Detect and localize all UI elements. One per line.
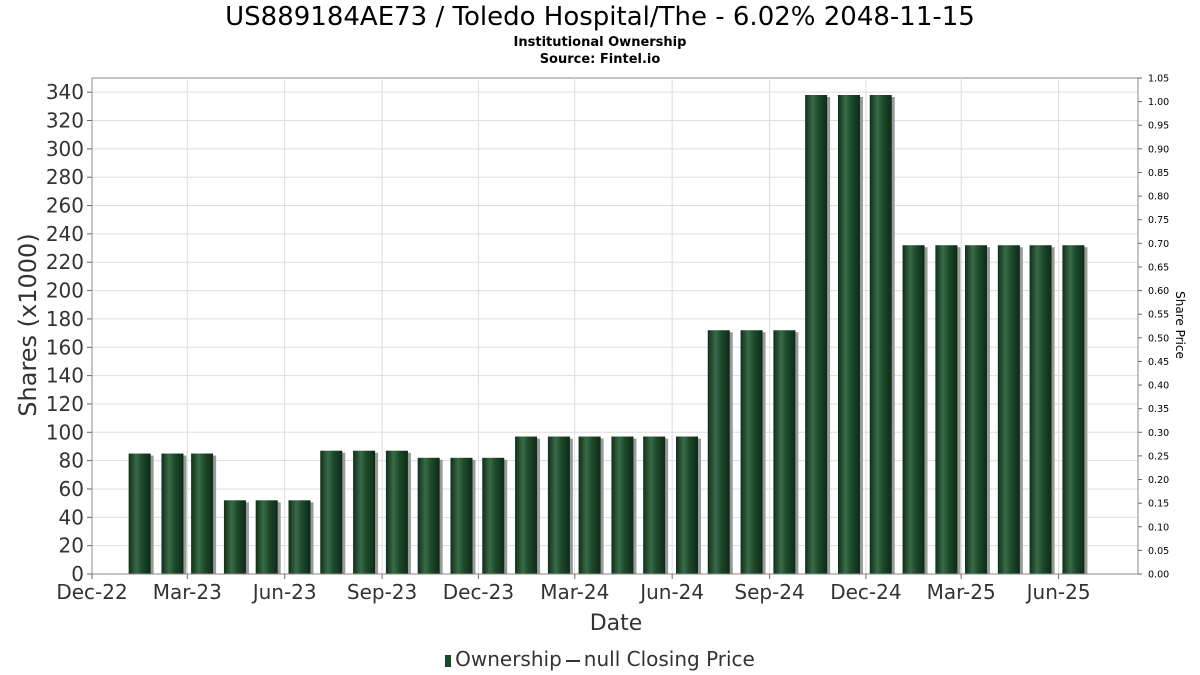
y-tick-label: 260 [46, 194, 84, 218]
y-tick-label: 160 [46, 335, 84, 359]
y2-tick-label: 0.65 [1148, 262, 1169, 273]
bar [805, 95, 828, 575]
y-tick-label: 220 [46, 250, 84, 274]
bar [417, 457, 440, 574]
bar [353, 450, 376, 574]
y-tick-label: 100 [46, 420, 84, 444]
y-tick-label: 40 [59, 505, 84, 529]
y2-tick-label: 0.95 [1148, 121, 1169, 132]
closing-price-legend-line [565, 659, 580, 662]
bar [611, 436, 634, 574]
y2-tick-label: 0.40 [1148, 381, 1169, 392]
x-tick-label: Dec-23 [443, 580, 514, 604]
y2-tick-label: 0.10 [1148, 522, 1169, 533]
y-tick-label: 200 [46, 279, 84, 303]
x-tick-label: Jun-24 [638, 580, 704, 604]
bar [740, 330, 763, 574]
y-tick-label: 320 [46, 109, 84, 133]
y-tick-label: 60 [59, 477, 84, 501]
bar [675, 436, 698, 574]
y2-tick-label: 0.75 [1148, 215, 1169, 226]
bar [1062, 245, 1085, 575]
y-tick-label: 0 [71, 562, 84, 586]
bar [869, 95, 892, 575]
y-tick-label: 120 [46, 392, 84, 416]
bar [515, 436, 538, 574]
bar [643, 436, 666, 574]
y2-tick-label: 0.45 [1148, 357, 1169, 368]
bar [385, 450, 408, 574]
bar [482, 457, 505, 574]
y-tick-label: 80 [59, 449, 84, 473]
bar [288, 500, 311, 574]
bar [255, 500, 278, 574]
bar [128, 453, 151, 574]
x-axis-label: Date [590, 611, 643, 636]
bar [450, 457, 473, 574]
y2-tick-label: 0.60 [1148, 286, 1169, 297]
y-tick-label: 140 [46, 364, 84, 388]
bar [223, 500, 246, 574]
x-tick-label: Sep-23 [347, 580, 417, 604]
y2-tick-label: 0.00 [1148, 570, 1169, 581]
y2-tick-label: 0.15 [1148, 499, 1169, 510]
bar [161, 453, 184, 574]
y-tick-label: 340 [46, 80, 84, 104]
y2-axis-label: Share Price [1173, 291, 1187, 359]
bar [935, 245, 958, 575]
chart-subtitle: Institutional Ownership [513, 35, 687, 50]
y2-tick-label: 0.30 [1148, 428, 1169, 439]
bar [320, 450, 343, 574]
x-tick-label: Jun-23 [251, 580, 317, 604]
axes: 0 20 40 60 80 100 120 140 160 180 200 220 240 260 280 3… [46, 74, 1169, 605]
y2-tick-label: 0.90 [1148, 144, 1169, 155]
y-tick-label: 280 [46, 165, 84, 189]
y-tick-label: 20 [59, 534, 84, 558]
bar [578, 436, 601, 574]
bar [837, 95, 860, 575]
chart-source: Source: Fintel.io [539, 52, 661, 67]
bar [965, 245, 988, 575]
y2-tick-label: 0.05 [1148, 546, 1169, 557]
x-tick-label: Jun-25 [1025, 580, 1091, 604]
x-tick-label: Sep-24 [734, 580, 804, 604]
bar [902, 245, 925, 575]
ownership-legend-swatch [445, 654, 452, 667]
y-tick-label: 300 [46, 137, 84, 161]
y2-tick-label: 0.50 [1148, 333, 1169, 344]
legend-item-closing-price: null Closing Price [583, 647, 755, 671]
bar [191, 453, 214, 574]
x-tick-label: Mar-24 [540, 580, 609, 604]
y2-tick-label: 0.85 [1148, 168, 1169, 179]
y-tick-label: 240 [46, 222, 84, 246]
bar [997, 245, 1020, 575]
y2-tick-label: 0.55 [1148, 310, 1169, 321]
x-tick-label: Dec-24 [830, 580, 901, 604]
legend-item-ownership: Ownership [455, 647, 562, 671]
y2-tick-label: 0.20 [1148, 475, 1169, 486]
bars [128, 95, 1088, 575]
y2-tick-label: 1.00 [1148, 97, 1169, 108]
bar [547, 436, 570, 574]
y2-tick-label: 1.05 [1148, 74, 1169, 85]
x-tick-label: Dec-22 [56, 580, 127, 604]
y2-tick-label: 0.80 [1148, 192, 1169, 203]
x-tick-label: Mar-25 [927, 580, 996, 604]
legend: Ownership null Closing Price [0, 647, 1200, 671]
x-tick-label: Mar-23 [153, 580, 222, 604]
y-axis-label: Shares (x1000) [14, 233, 42, 416]
chart-title: US889184AE73 / Toledo Hospital/The - 6.0… [225, 2, 975, 32]
y-tick-label: 180 [46, 307, 84, 331]
y2-tick-label: 0.25 [1148, 451, 1169, 462]
bar [773, 330, 796, 574]
bar [707, 330, 730, 574]
bar [1029, 245, 1052, 575]
y2-tick-label: 0.70 [1148, 239, 1169, 250]
y2-tick-label: 0.35 [1148, 404, 1169, 415]
